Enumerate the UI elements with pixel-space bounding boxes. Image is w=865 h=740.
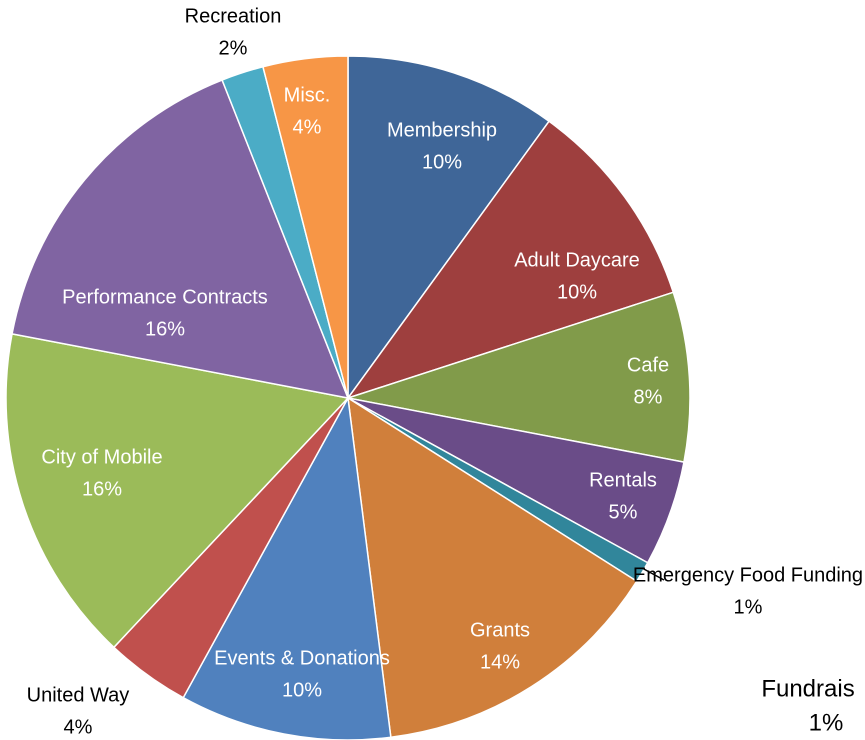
pie-slice bbox=[347, 55, 551, 401]
slice-label: Misc. bbox=[284, 84, 331, 106]
value-label: 2% bbox=[219, 37, 248, 59]
slice-label: Rentals bbox=[589, 469, 657, 491]
slice-label: Events & Donations bbox=[214, 647, 390, 669]
value-label: 4% bbox=[293, 116, 322, 138]
value-label: 14% bbox=[480, 651, 520, 673]
pie-slice bbox=[11, 79, 350, 399]
annotation: Fundrais bbox=[761, 675, 854, 702]
value-label: 10% bbox=[557, 281, 597, 303]
slice-label: Performance Contracts bbox=[62, 286, 268, 308]
slice-label: Adult Daycare bbox=[514, 249, 640, 271]
value-label: 4% bbox=[64, 716, 93, 738]
value-label: 16% bbox=[82, 478, 122, 500]
value-label: 5% bbox=[609, 501, 638, 523]
pie-slice bbox=[347, 396, 638, 739]
value-label: 10% bbox=[282, 679, 322, 701]
value-label: 10% bbox=[422, 151, 462, 173]
pie-slice bbox=[182, 395, 392, 740]
slice-label: City of Mobile bbox=[41, 446, 162, 468]
pie-slice bbox=[347, 291, 691, 463]
slice-label: Recreation bbox=[185, 5, 282, 27]
pie-slice bbox=[346, 120, 675, 400]
slice-label: Emergency Food Funding bbox=[633, 564, 863, 586]
annotation: 1% bbox=[809, 709, 844, 736]
pie-slice bbox=[5, 333, 350, 649]
slice-label: United Way bbox=[27, 684, 130, 706]
value-label: 1% bbox=[734, 596, 763, 618]
leader-line bbox=[641, 567, 665, 581]
slice-label: Grants bbox=[470, 619, 530, 641]
slice-label: Membership bbox=[387, 119, 497, 141]
value-label: 16% bbox=[145, 318, 185, 340]
value-label: 8% bbox=[634, 386, 663, 408]
slice-label: Cafe bbox=[627, 354, 669, 376]
pie-slice bbox=[262, 55, 349, 399]
